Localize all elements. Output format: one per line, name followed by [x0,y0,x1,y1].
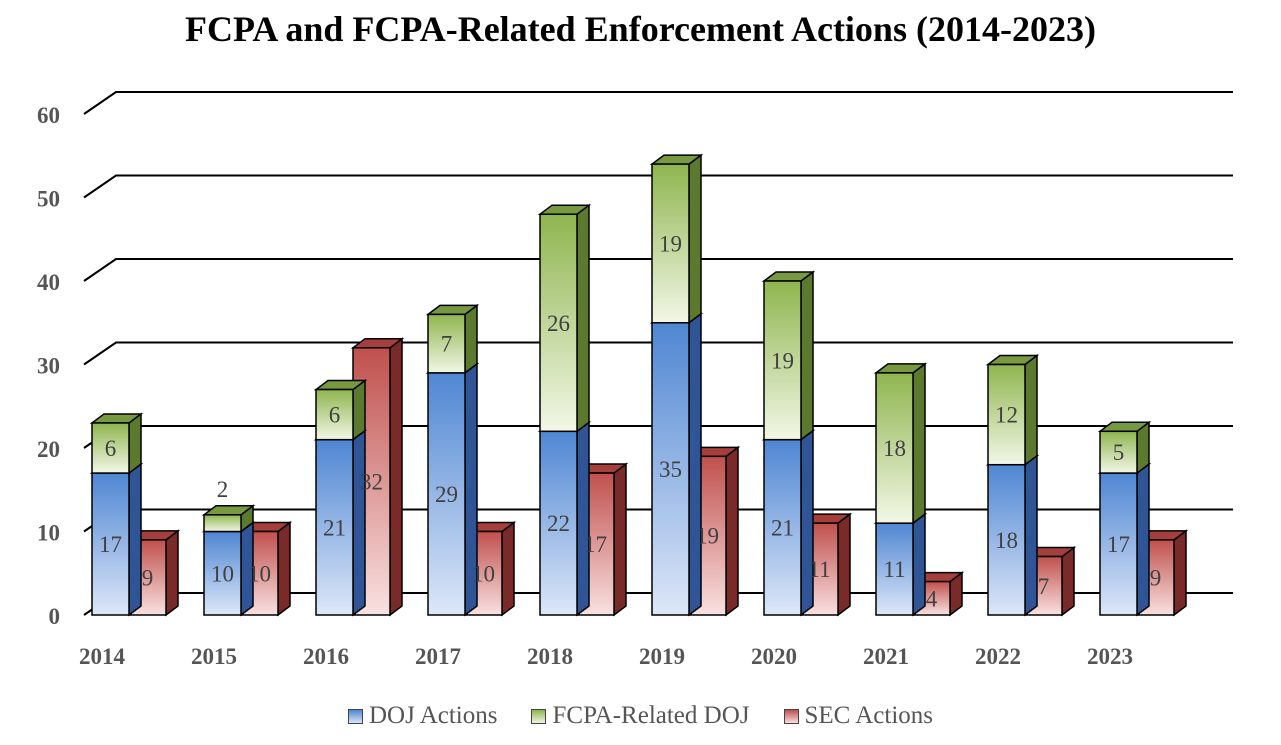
legend-swatch-sec [783,708,799,724]
legend-item-related: FCPA-Related DOJ [531,702,750,730]
y-tick-label: 10 [37,521,60,546]
bar-related [985,354,1040,467]
value-label-sec: 17 [584,532,607,557]
value-label-related: 6 [105,436,117,461]
chart-plot: 0 10 20 30 40 50 60 17 6 9 2014 10 2 10 2015 21 6 32 2016 2… [37,91,1233,669]
value-label-doj: 21 [323,515,346,540]
bar-related [201,504,256,533]
value-label-doj: 17 [1107,532,1130,557]
bar-sec [574,462,629,617]
gridline [83,174,1233,199]
gridline [83,91,1233,115]
value-label-sec: 10 [472,561,495,586]
value-label-doj: 29 [435,482,458,507]
value-label-related: 19 [771,348,794,373]
legend-item-sec: SEC Actions [783,702,934,730]
value-label-sec: 4 [926,586,938,611]
x-tick-label: 2014 [79,644,126,669]
value-label-doj: 35 [659,457,682,482]
legend: DOJ Actions FCPA-Related DOJ SEC Actions [0,702,1281,730]
value-label-related: 5 [1113,440,1125,465]
value-label-sec: 7 [1038,574,1050,599]
y-tick-label: 40 [37,270,60,295]
value-label-sec: 32 [360,469,383,494]
bar-doj [201,521,256,617]
value-label-sec: 11 [808,557,830,582]
bar-related [89,412,144,475]
value-label-doj: 21 [771,515,794,540]
y-tick-label: 0 [49,604,61,629]
y-tick-label: 50 [37,187,60,212]
bar-related [1097,420,1152,475]
bar-related [873,362,928,525]
value-label-sec: 9 [1150,565,1162,590]
y-tick-label: 30 [37,354,60,379]
bar-related [425,303,480,375]
value-label-doj: 22 [547,511,570,536]
value-label-related: 6 [329,403,341,428]
x-tick-label: 2017 [415,644,461,669]
value-label-related: 7 [441,332,453,357]
x-tick-label: 2022 [975,644,1021,669]
gridline [83,341,1233,366]
value-label-doj: 11 [883,557,905,582]
legend-label-doj: DOJ Actions [369,702,498,729]
bar-doj [649,312,704,617]
value-label-sec: 10 [248,561,271,586]
value-label-sec: 19 [696,524,719,549]
bar-related [313,379,368,442]
value-label-related: 19 [659,231,682,256]
legend-swatch-doj [348,708,363,724]
legend-swatch-related [531,708,547,724]
x-tick-label: 2018 [527,644,573,669]
gridline [83,258,1233,282]
legend-item-doj: DOJ Actions [348,702,497,730]
x-tick-label: 2023 [1087,644,1133,669]
bar-related [761,270,816,442]
x-tick-label: 2020 [751,644,797,669]
y-tick-label: 60 [37,103,60,128]
bar-related [649,153,704,325]
bar-related [537,203,592,433]
value-label-doj: 18 [995,528,1018,553]
x-tick-label: 2016 [303,644,349,669]
value-label-related: 18 [883,436,906,461]
y-tick-label: 20 [37,437,60,462]
x-tick-label: 2019 [639,644,685,669]
bar-doj [537,420,592,617]
value-label-sec: 9 [142,565,154,590]
legend-label-related: FCPA-Related DOJ [552,702,750,729]
chart-title: FCPA and FCPA-Related Enforcement Action… [185,9,1096,49]
value-label-related: 12 [995,403,1018,428]
x-tick-label: 2015 [191,644,237,669]
x-tick-label: 2021 [863,644,909,669]
legend-label-sec: SEC Actions [804,702,934,729]
value-label-related: 26 [547,311,570,336]
value-label-related: 2 [217,477,229,502]
value-label-doj: 17 [99,532,122,557]
value-label-doj: 10 [211,561,234,586]
bar-doj [761,429,816,617]
